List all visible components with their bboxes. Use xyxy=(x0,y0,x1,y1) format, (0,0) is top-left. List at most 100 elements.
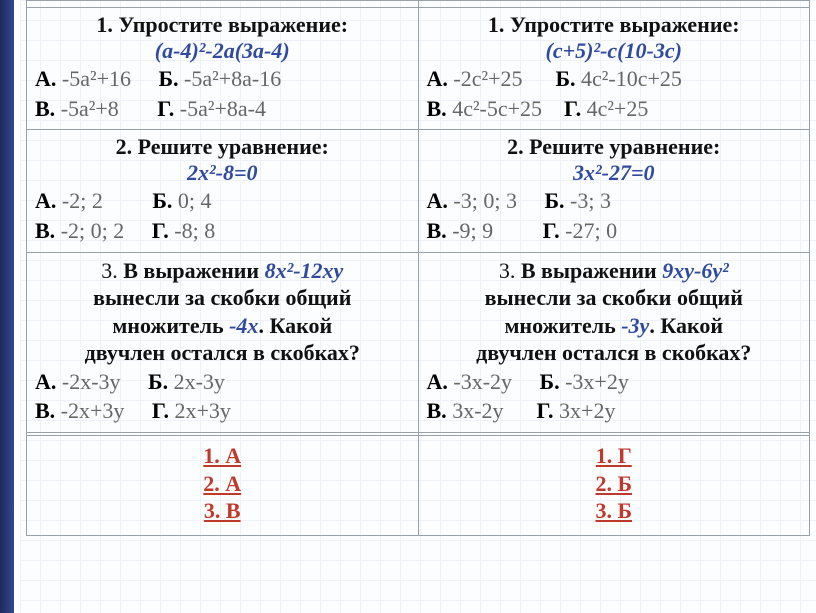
ansr-2: 2. Б xyxy=(419,470,810,498)
cell-q2-left: 2. Решите уравнение: 2x²-8=0 А. -2; 2 Б.… xyxy=(27,130,419,252)
q2r-opts: А. -3; 0; 3 Б. -3; 3 В. -9; 9 Г. -27; 0 xyxy=(427,186,802,245)
q1l-A-tag: А. xyxy=(35,66,56,91)
q3r-p2a: множитель xyxy=(504,313,621,338)
cell-q1-right: 1. Упростите выражение: (c+5)²-c(10-3c) … xyxy=(418,8,810,130)
q1l-D: -5a²+8a-4 xyxy=(174,96,266,121)
q2r-B: -3; 3 xyxy=(565,188,611,213)
row-q1: 1. Упростите выражение: (a-4)²-2a(3a-4) … xyxy=(27,8,810,130)
q3l-factor: -4x xyxy=(229,313,258,338)
q1r-D-tag: Г. xyxy=(564,96,581,121)
q1r-C-tag: В. xyxy=(427,96,447,121)
q2l-D: -8; 8 xyxy=(169,218,215,243)
q2l-A-tag: А. xyxy=(35,188,56,213)
q3l-D: 2x+3y xyxy=(169,398,231,423)
q3l-A-tag: А. xyxy=(35,369,56,394)
q2l-B: 0; 4 xyxy=(172,188,211,213)
q1r-title: 1. Упростите выражение: xyxy=(427,12,802,38)
q1l-expr: (a-4)²-2a(3a-4) xyxy=(35,38,410,64)
q3r-B-tag: Б. xyxy=(540,369,560,394)
q3r-A: -3x-2y xyxy=(448,369,512,394)
q3r-factor: -3y xyxy=(621,313,649,338)
q3r-expr: 9xy-6y² xyxy=(662,258,728,283)
ansr-3: 3. Б xyxy=(419,497,810,525)
q3r-B: -3x+2y xyxy=(560,369,629,394)
q1r-opts: А. -2c²+25 Б. 4c²-10c+25 В. 4c²-5c+25 Г.… xyxy=(427,64,802,123)
q3l-C: -2x+3y xyxy=(55,398,124,423)
q3r-A-tag: А. xyxy=(427,369,448,394)
q3r-C-tag: В. xyxy=(427,398,447,423)
q1r-B-tag: Б. xyxy=(555,66,575,91)
q1l-C-tag: В. xyxy=(35,96,55,121)
q3l-p2a: множитель xyxy=(112,313,229,338)
q1l-B-tag: Б. xyxy=(158,66,178,91)
cell-q3-right: 3. В выражении 9xy-6y² вынесли за скобки… xyxy=(418,252,810,432)
q2l-A: -2; 2 xyxy=(56,188,102,213)
q2l-opts: А. -2; 2 Б. 0; 4 В. -2; 0; 2 Г. -8; 8 xyxy=(35,186,410,245)
q3r-opts: А. -3x-2y Б. -3x+2y В. 3x-2y Г. 3x+2y xyxy=(427,367,802,426)
q2r-expr: 3x²-27=0 xyxy=(427,160,802,186)
q1r-B: 4c²-10c+25 xyxy=(576,66,682,91)
q1r-expr: (c+5)²-c(10-3c) xyxy=(427,38,802,64)
q3l-pre: В выражении xyxy=(123,258,264,283)
row-answers: 1. А 2. А 3. В 1. Г 2. Б 3. Б xyxy=(27,436,810,536)
q2l-C-tag: В. xyxy=(35,218,55,243)
q1l-title: 1. Упростите выражение: xyxy=(35,12,410,38)
ansr-1: 1. Г xyxy=(419,442,810,470)
q2r-D-tag: Г. xyxy=(543,218,560,243)
q2l-B-tag: Б. xyxy=(152,188,172,213)
worksheet-table: 1. Упростите выражение: (a-4)²-2a(3a-4) … xyxy=(26,0,810,536)
cell-ans-right: 1. Г 2. Б 3. Б xyxy=(418,436,810,536)
q3l-p3: двучлен остался в скобках? xyxy=(85,340,360,365)
q1r-D: 4c²+25 xyxy=(581,96,648,121)
q3l-A: -2x-3y xyxy=(56,369,120,394)
q3l-B-tag: Б. xyxy=(148,369,168,394)
q3r-narr: 3. В выражении 9xy-6y² вынесли за скобки… xyxy=(427,257,802,367)
q1l-C: -5a²+8 xyxy=(55,96,119,121)
worksheet-page: 1. Упростите выражение: (a-4)²-2a(3a-4) … xyxy=(0,0,816,613)
cell-ans-left: 1. А 2. А 3. В xyxy=(27,436,419,536)
cell-q1-left: 1. Упростите выражение: (a-4)²-2a(3a-4) … xyxy=(27,8,419,130)
q1r-C: 4c²-5c+25 xyxy=(447,96,542,121)
q3l-narr: 3. В выражении 8x²-12xy вынесли за скобк… xyxy=(35,257,410,367)
q3l-D-tag: Г. xyxy=(152,398,169,423)
cell-q2-right: 2. Решите уравнение: 3x²-27=0 А. -3; 0; … xyxy=(418,130,810,252)
table-wrapper: 1. Упростите выражение: (a-4)²-2a(3a-4) … xyxy=(26,0,810,536)
q3l-p2b: . Какой xyxy=(258,313,332,338)
ansl-1: 1. А xyxy=(27,442,418,470)
side-decor-dark xyxy=(0,0,14,613)
q3l-num: 3. xyxy=(101,258,123,283)
q2r-D: -27; 0 xyxy=(560,218,617,243)
q3r-C: 3x-2y xyxy=(447,398,504,423)
q3r-D-tag: Г. xyxy=(537,398,554,423)
side-decor-light xyxy=(14,0,20,613)
ansl-3: 3. В xyxy=(27,497,418,525)
q3l-B: 2x-3y xyxy=(168,369,225,394)
q2l-expr: 2x²-8=0 xyxy=(35,160,410,186)
q3r-pre: В выражении xyxy=(521,258,662,283)
header-right xyxy=(418,1,810,8)
q3r-p2b: . Какой xyxy=(649,313,723,338)
q3r-p1: вынесли за скобки общий xyxy=(485,285,743,310)
q3l-expr: 8x²-12xy xyxy=(265,258,344,283)
q3r-num: 3. xyxy=(499,258,521,283)
q1r-A-tag: А. xyxy=(427,66,448,91)
q1l-opts: А. -5a²+16 Б. -5a²+8a-16 В. -5a²+8 Г. -5… xyxy=(35,64,410,123)
header-left xyxy=(27,1,419,8)
ansl-2: 2. А xyxy=(27,470,418,498)
q3l-p1: вынесли за скобки общий xyxy=(93,285,351,310)
q2l-C: -2; 0; 2 xyxy=(55,218,124,243)
q2r-A: -3; 0; 3 xyxy=(448,188,517,213)
q3r-D: 3x+2y xyxy=(554,398,616,423)
q3l-C-tag: В. xyxy=(35,398,55,423)
q2r-title: 2. Решите уравнение: xyxy=(427,134,802,160)
q2r-C-tag: В. xyxy=(427,218,447,243)
row-q2: 2. Решите уравнение: 2x²-8=0 А. -2; 2 Б.… xyxy=(27,130,810,252)
q2r-B-tag: Б. xyxy=(544,188,564,213)
q2r-C: -9; 9 xyxy=(447,218,493,243)
q1l-D-tag: Г. xyxy=(157,96,174,121)
row-q3: 3. В выражении 8x²-12xy вынесли за скобк… xyxy=(27,252,810,432)
q1r-A: -2c²+25 xyxy=(448,66,523,91)
q2l-title: 2. Решите уравнение: xyxy=(35,134,410,160)
cell-q3-left: 3. В выражении 8x²-12xy вынесли за скобк… xyxy=(27,252,419,432)
q2r-A-tag: А. xyxy=(427,188,448,213)
